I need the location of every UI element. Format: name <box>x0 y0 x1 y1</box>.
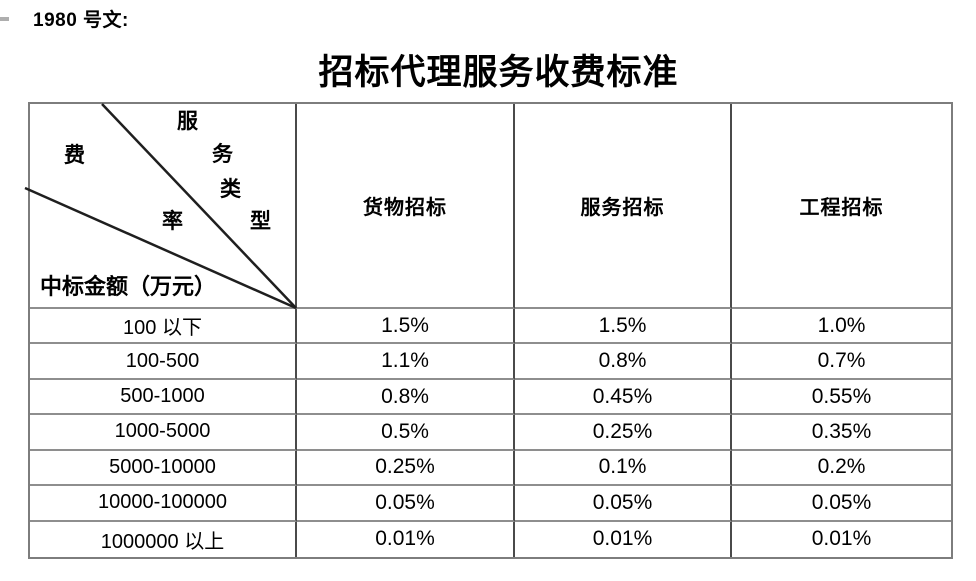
rate-cell: 0.2% <box>732 451 951 487</box>
corner-label-bid-amount: 中标金额（万元） <box>40 274 217 299</box>
diagonal-line-upper <box>101 103 297 309</box>
rate-cell: 0.01% <box>515 521 732 557</box>
corner-label-service-type-char1: 服 <box>177 109 198 133</box>
column-header-service: 服务招标 <box>515 104 732 309</box>
row-label-10000-100000: 10000-100000 <box>30 486 297 522</box>
fee-standard-table: 服 务 类 型 费 率 中标金额（万元） 货物招标 服务招标 工程招标 100 … <box>24 102 953 559</box>
rate-cell: 0.01% <box>811 527 872 551</box>
corner-label-rate-char2: 率 <box>162 209 183 233</box>
diagonal-header-cell: 服 务 类 型 费 率 中标金额（万元） <box>24 103 297 310</box>
page-title: 招标代理服务收费标准 <box>318 53 679 92</box>
diagonal-line-lower <box>24 186 297 310</box>
rate-cell: 1.5% <box>515 309 732 345</box>
rate-cell: 1.1% <box>297 344 515 380</box>
corner-label-service-type-char4: 型 <box>250 209 271 233</box>
scan-artifact-mark <box>0 17 9 21</box>
diagonal-lines <box>24 103 297 310</box>
rate-cell: 0.25% <box>297 450 515 487</box>
rate-cell: 0.45% <box>515 379 732 416</box>
row-label-5000-10000: 5000-10000 <box>30 450 297 487</box>
rate-cell: 0.25% <box>515 415 732 451</box>
row-label-over-1000000: 1000000 以上 <box>30 521 297 557</box>
corner-label-rate-char1: 费 <box>64 143 85 167</box>
rate-cell: 0.8% <box>297 379 515 416</box>
column-header-engineering: 工程招标 <box>732 104 951 309</box>
rate-cell: 0.1% <box>515 450 732 487</box>
row-label-500-1000: 500-1000 <box>30 379 297 416</box>
rate-cell: 0.5% <box>297 415 515 451</box>
rate-cell: 0.55% <box>732 380 951 416</box>
document-number: 1980 号文: <box>33 10 129 31</box>
corner-label-service-type-char3: 类 <box>220 177 241 201</box>
rate-cell: 0.05% <box>515 486 732 522</box>
rate-cell: 0.8% <box>515 344 732 380</box>
rate-cell: 1.0% <box>732 309 951 345</box>
row-label-1000-5000: 1000-5000 <box>30 415 297 451</box>
corner-label-service-type-char2: 务 <box>212 142 233 166</box>
column-header-goods: 货物招标 <box>297 104 515 309</box>
rate-cell: 0.01% <box>297 521 515 557</box>
row-label-100-500: 100-500 <box>30 344 297 380</box>
rate-cell: 0.7% <box>732 344 951 380</box>
rate-cell: 0.05% <box>732 486 951 522</box>
rate-cell: 1.5% <box>297 309 515 345</box>
rate-cell: 0.35% <box>732 415 951 451</box>
row-label-under-100: 100 以下 <box>30 309 297 345</box>
rate-cell: 0.05% <box>297 486 515 522</box>
